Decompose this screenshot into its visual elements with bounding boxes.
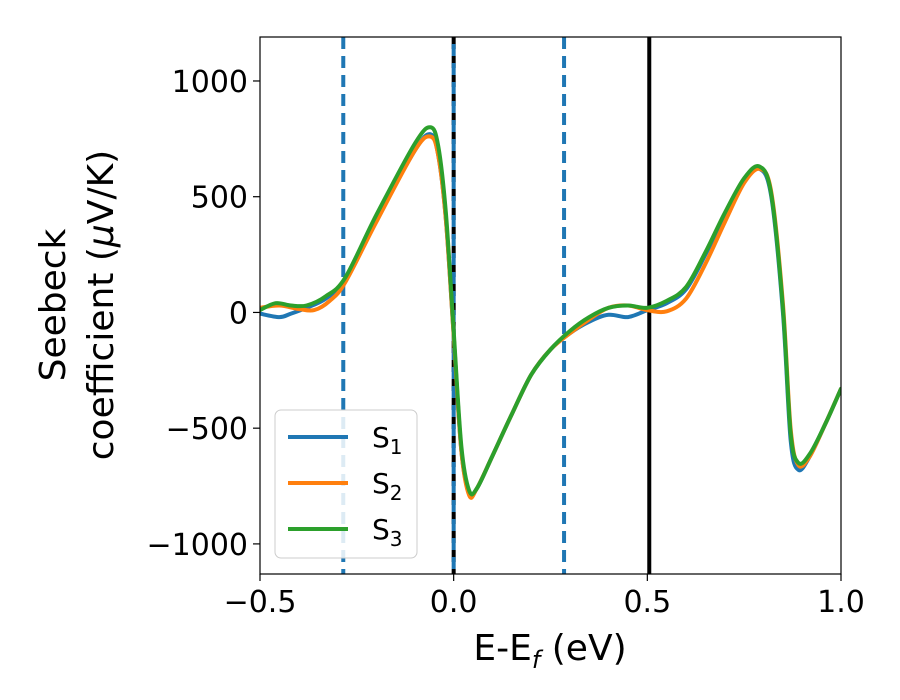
x-tick-label: 1.0 — [817, 585, 865, 620]
series-line-s3 — [260, 125, 841, 497]
legend-label-s1: S1 — [372, 421, 403, 459]
x-axis-title-unit: (eV) — [540, 628, 626, 669]
y-tick-label: −500 — [166, 412, 248, 447]
y-tick-label: 1000 — [172, 65, 248, 100]
plot-frame — [259, 36, 842, 575]
x-tick-label: 0.0 — [430, 585, 478, 620]
y-tick-label: −1000 — [147, 528, 248, 563]
y-axis-ticks: −1000 −500 0 500 1000 — [147, 65, 260, 563]
x-axis-ticks: −0.5 0.0 0.5 1.0 — [224, 574, 865, 620]
x-tick-label: −0.5 — [224, 585, 297, 620]
y-axis-title-line1: Seebeck — [33, 228, 74, 381]
y-axis-title-unit: V/K) — [81, 150, 122, 224]
legend-label-s3: S3 — [372, 513, 403, 551]
y-axis-title-mu: μ — [81, 224, 122, 248]
legend-label-s2: S2 — [372, 467, 403, 505]
x-axis-title: E-Ef (eV) — [473, 628, 626, 674]
x-tick-label: 0.5 — [623, 585, 671, 620]
legend: S1 S2 S3 — [274, 409, 418, 559]
y-tick-label: 500 — [191, 181, 248, 216]
y-axis-title-main: coefficient ( — [81, 247, 122, 460]
y-tick-label: 0 — [229, 296, 248, 331]
y-axis-title-line2: coefficient (μV/K) — [81, 150, 122, 460]
series-lines — [260, 125, 841, 500]
legend-items: S1 S2 S3 — [288, 421, 403, 551]
x-axis-title-main: E-E — [473, 628, 531, 669]
y-axis-title: Seebeck coefficient (μV/K) — [33, 150, 122, 460]
